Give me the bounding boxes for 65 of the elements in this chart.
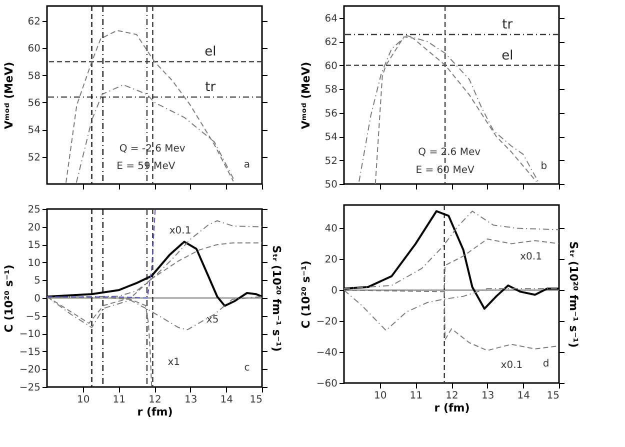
y-tick-label: 64 xyxy=(324,13,338,24)
x-tick-label: 13 xyxy=(184,394,198,406)
x-tick-label: 12 xyxy=(148,394,162,406)
y-tick-label: 40 xyxy=(324,224,338,235)
y-tick-label: 52 xyxy=(28,152,40,164)
y-tick-label: 52 xyxy=(324,156,338,167)
annotation: x5 xyxy=(206,314,219,326)
y-tick-label: 5 xyxy=(34,276,40,287)
ref-line-label: tr xyxy=(502,17,514,32)
y-tick-label: 62 xyxy=(324,37,338,48)
ref-line-label: el xyxy=(204,44,216,60)
y-axis-title: Vᵐᵒᵈ (MeV) xyxy=(2,62,16,130)
x-tick-label: 15 xyxy=(250,394,262,406)
x-tick-label: 15 xyxy=(546,390,560,402)
annotation: c xyxy=(244,362,250,374)
y-tick-label: −10 xyxy=(19,329,40,340)
y-tick-label: 50 xyxy=(324,180,338,190)
y2-axis-title: Sₜᵣ (10²⁰ fm⁻¹ s⁻¹) xyxy=(567,241,580,348)
x-tick-label: 14 xyxy=(220,394,234,406)
y-tick-label: 58 xyxy=(28,70,40,82)
annotation: Q = -2.6 Mev xyxy=(119,143,186,154)
x-axis-title: r (fm) xyxy=(434,402,470,414)
y2-axis-title: Sₜᵣ (10²⁰ fm⁻¹ s⁻¹) xyxy=(270,245,283,352)
x-tick-label: 11 xyxy=(410,390,423,402)
annotation: b xyxy=(540,161,548,172)
y-tick-label: 60 xyxy=(324,60,338,72)
y-tick-label: −5 xyxy=(26,311,40,322)
y-tick-label: −25 xyxy=(19,382,40,394)
annotation: x0.1 xyxy=(169,225,192,236)
annotation: x1 xyxy=(168,357,180,368)
annotation: d xyxy=(542,358,550,370)
y-tick-label: 54 xyxy=(28,125,40,136)
y-tick-label: 0 xyxy=(34,294,40,304)
y-tick-label: 56 xyxy=(28,98,40,109)
y-tick-label: 60 xyxy=(28,44,40,55)
y-tick-label: −20 xyxy=(316,316,338,328)
x-axis-title: r (fm) xyxy=(137,406,173,418)
y-tick-label: 54 xyxy=(324,132,338,144)
annotation: x0.1 xyxy=(500,360,523,372)
y-tick-label: 62 xyxy=(28,16,40,28)
y-axis-title: C (10²⁰ s⁻¹) xyxy=(2,264,16,332)
ref-line-label: tr xyxy=(205,80,216,96)
y-tick-label: −60 xyxy=(316,378,338,390)
y-tick-label: 20 xyxy=(324,254,338,266)
y-tick-label: 58 xyxy=(324,84,338,96)
y-tick-label: 20 xyxy=(28,222,40,234)
annotation: x0.1 xyxy=(520,252,542,263)
y-axis-title: C (10²⁰ s⁻¹) xyxy=(300,260,312,328)
x-tick-label: 12 xyxy=(446,390,458,402)
y-tick-label: −40 xyxy=(316,348,338,359)
y-axis-title: Vᵐᵒᵈ (MeV) xyxy=(300,62,312,130)
x-tick-label: 14 xyxy=(517,390,530,402)
y-tick-label: 10 xyxy=(28,258,40,269)
ref-line-label: el xyxy=(502,48,514,64)
annotation: a xyxy=(244,159,250,170)
x-tick-label: 10 xyxy=(374,390,387,402)
x-tick-label: 13 xyxy=(481,390,494,402)
x-tick-label: 11 xyxy=(112,394,126,406)
y-tick-label: 15 xyxy=(28,240,40,252)
y-tick-label: −15 xyxy=(19,346,40,358)
y-tick-label: 0 xyxy=(331,286,338,297)
y-tick-label: 25 xyxy=(28,204,40,216)
y-tick-label: −20 xyxy=(19,364,40,376)
x-tick-label: 10 xyxy=(76,394,90,406)
y-tick-label: 56 xyxy=(324,108,338,120)
